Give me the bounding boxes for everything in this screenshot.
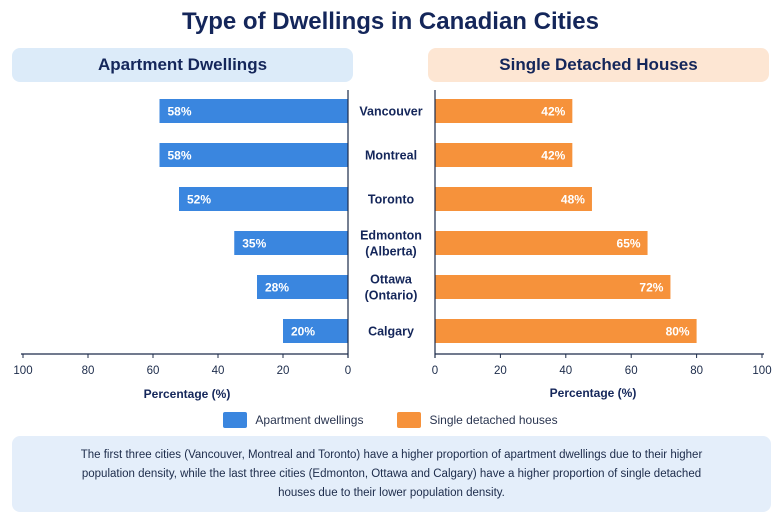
apartment-bar: [257, 275, 348, 299]
detached-bar-label: 42%: [541, 149, 565, 163]
apartment-legend-label: Apartment dwellings: [255, 413, 364, 427]
legend-item-apartment: Apartment dwellings: [223, 412, 363, 428]
city-label: Ottawa: [370, 273, 413, 287]
left-tick-label: 80: [82, 365, 95, 377]
city-label: Vancouver: [359, 105, 422, 119]
apartment-bar: [234, 231, 348, 255]
explanation-note: The first three cities (Vancouver, Montr…: [12, 436, 771, 512]
apartment-bar: [159, 99, 348, 123]
detached-bar-label: 48%: [561, 193, 585, 207]
city-label: Calgary: [368, 325, 414, 339]
left-tick-label: 0: [345, 365, 351, 377]
detached-bar: [435, 143, 573, 167]
apartment-bar-label: 35%: [242, 237, 266, 251]
butterfly-bar-chart: 58% 42% Vancouver 58% 42% Montreal 52% 48% Toron…: [13, 90, 772, 401]
apartment-bar-label: 20%: [291, 325, 315, 339]
right-tick-label: 0: [432, 365, 438, 377]
detached-bar-label: 72%: [639, 281, 663, 295]
apartment-legend-swatch: [223, 412, 248, 428]
city-label: Toronto: [368, 193, 415, 207]
detached-bar: [435, 275, 671, 299]
detached-legend-label: Single detached houses: [429, 413, 558, 427]
left-tick-label: 20: [277, 365, 290, 377]
apartment-bar-label: 28%: [265, 281, 289, 295]
right-tick-label: 80: [690, 365, 703, 377]
detached-legend-swatch: [397, 412, 422, 428]
city-label: (Alberta): [365, 245, 416, 259]
detached-panel-header: Single Detached Houses: [428, 48, 769, 82]
right-tick-label: 60: [625, 365, 638, 377]
apartment-bar: [283, 319, 348, 343]
chart-legend: Apartment dwellings Single detached hous…: [0, 410, 781, 430]
detached-bar: [435, 319, 697, 343]
city-label: (Ontario): [365, 289, 418, 303]
detached-bar-label: 65%: [617, 237, 641, 251]
apartment-panel-header: Apartment Dwellings: [12, 48, 353, 82]
right-tick-label: 100: [752, 365, 771, 377]
right-axis-title: Percentage (%): [550, 386, 637, 400]
chart-title: Type of Dwellings in Canadian Cities: [182, 8, 599, 35]
right-tick-label: 40: [559, 365, 572, 377]
explanation-text: The first three cities (Vancouver, Montr…: [80, 448, 703, 499]
detached-bar-label: 80%: [666, 325, 690, 339]
left-axis-title: Percentage (%): [144, 387, 231, 401]
left-tick-label: 60: [147, 365, 160, 377]
detached-bar-label: 42%: [541, 105, 565, 119]
left-tick-label: 40: [212, 365, 225, 377]
right-tick-label: 20: [494, 365, 507, 377]
apartment-bar: [179, 187, 348, 211]
left-tick-label: 100: [13, 365, 32, 377]
detached-bar: [435, 231, 648, 255]
detached-bar: [435, 187, 592, 211]
apartment-bar: [159, 143, 348, 167]
apartment-bar-label: 52%: [187, 193, 211, 207]
apartment-bar-label: 58%: [168, 105, 192, 119]
detached-bar: [435, 99, 573, 123]
apartment-bar-label: 58%: [168, 149, 192, 163]
legend-item-detached: Single detached houses: [397, 412, 558, 428]
city-label: Edmonton: [360, 229, 422, 243]
city-label: Montreal: [365, 149, 417, 163]
